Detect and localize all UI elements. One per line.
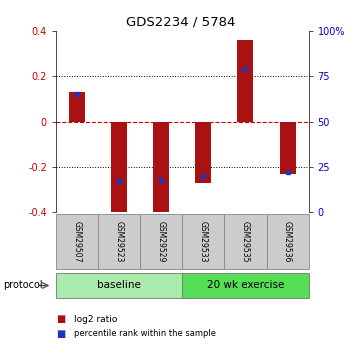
Text: GDS2234 / 5784: GDS2234 / 5784 [126, 16, 235, 29]
Text: GSM29535: GSM29535 [241, 221, 250, 262]
Bar [111, 122, 127, 217]
Text: GSM29536: GSM29536 [283, 221, 292, 262]
Bar [153, 122, 169, 212]
Text: protocol: protocol [4, 280, 43, 290]
Text: baseline: baseline [97, 280, 141, 290]
Text: GSM29523: GSM29523 [115, 221, 123, 262]
Text: percentile rank within the sample: percentile rank within the sample [74, 329, 216, 338]
Text: GSM29507: GSM29507 [73, 221, 82, 262]
Text: 20 wk exercise: 20 wk exercise [207, 280, 284, 290]
Bar [279, 122, 296, 174]
Bar [195, 122, 211, 183]
Text: GSM29529: GSM29529 [157, 221, 166, 262]
Bar [238, 40, 253, 122]
Text: log2 ratio: log2 ratio [74, 315, 117, 324]
Text: GSM29533: GSM29533 [199, 221, 208, 262]
Text: ■: ■ [56, 314, 65, 324]
Text: ■: ■ [56, 329, 65, 338]
Bar [69, 92, 85, 122]
